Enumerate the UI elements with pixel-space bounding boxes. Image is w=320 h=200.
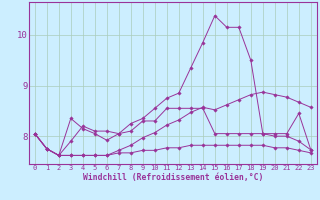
X-axis label: Windchill (Refroidissement éolien,°C): Windchill (Refroidissement éolien,°C)	[83, 173, 263, 182]
